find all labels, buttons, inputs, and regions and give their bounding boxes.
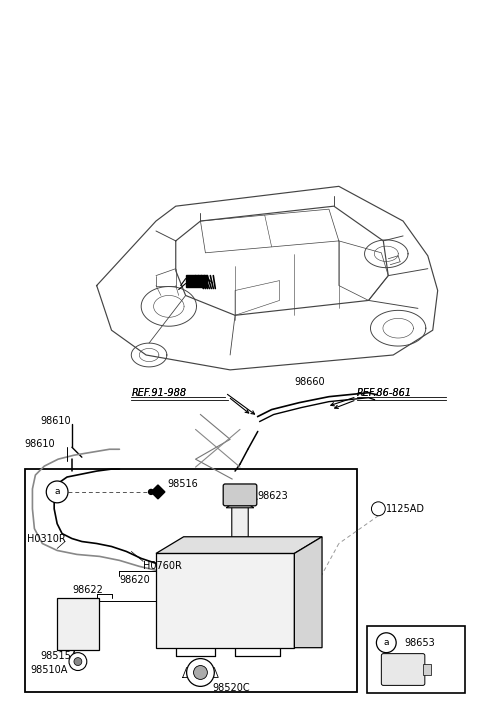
Circle shape — [372, 502, 385, 515]
Text: REF.91-988: REF.91-988 — [131, 388, 186, 398]
Circle shape — [193, 666, 207, 679]
Text: a: a — [54, 487, 60, 496]
Text: 98620: 98620 — [120, 575, 150, 585]
Circle shape — [46, 481, 68, 503]
Text: REF.91-988: REF.91-988 — [131, 388, 186, 398]
Text: 98610: 98610 — [40, 416, 71, 427]
Bar — [156, 554, 294, 648]
Text: a: a — [384, 638, 389, 647]
Text: H0310R: H0310R — [27, 534, 66, 544]
Text: REF.86-861: REF.86-861 — [357, 388, 412, 398]
Polygon shape — [156, 537, 322, 554]
Circle shape — [69, 653, 87, 671]
FancyBboxPatch shape — [381, 654, 425, 686]
Bar — [367, 626, 466, 693]
Circle shape — [187, 659, 214, 686]
Text: 98610: 98610 — [24, 440, 55, 450]
Polygon shape — [294, 537, 322, 648]
Text: 98653: 98653 — [404, 637, 435, 648]
Text: 98510A: 98510A — [30, 664, 68, 674]
FancyBboxPatch shape — [223, 484, 257, 506]
Text: 98515A: 98515A — [40, 651, 78, 661]
Text: 98660: 98660 — [294, 376, 325, 387]
Text: 98516: 98516 — [168, 479, 199, 489]
Text: REF.86-861: REF.86-861 — [357, 388, 412, 398]
Bar — [186, 274, 207, 286]
Circle shape — [74, 658, 82, 666]
Circle shape — [376, 633, 396, 653]
Bar — [423, 664, 431, 676]
Bar — [24, 469, 357, 692]
Text: 1125AD: 1125AD — [386, 504, 425, 514]
Text: 98520C: 98520C — [212, 683, 250, 693]
Text: 98622: 98622 — [72, 585, 103, 595]
Polygon shape — [151, 485, 165, 499]
Bar — [57, 598, 99, 649]
Circle shape — [149, 489, 154, 494]
Polygon shape — [226, 504, 254, 508]
Text: 98623: 98623 — [258, 491, 288, 501]
Text: H0760R: H0760R — [143, 562, 182, 571]
